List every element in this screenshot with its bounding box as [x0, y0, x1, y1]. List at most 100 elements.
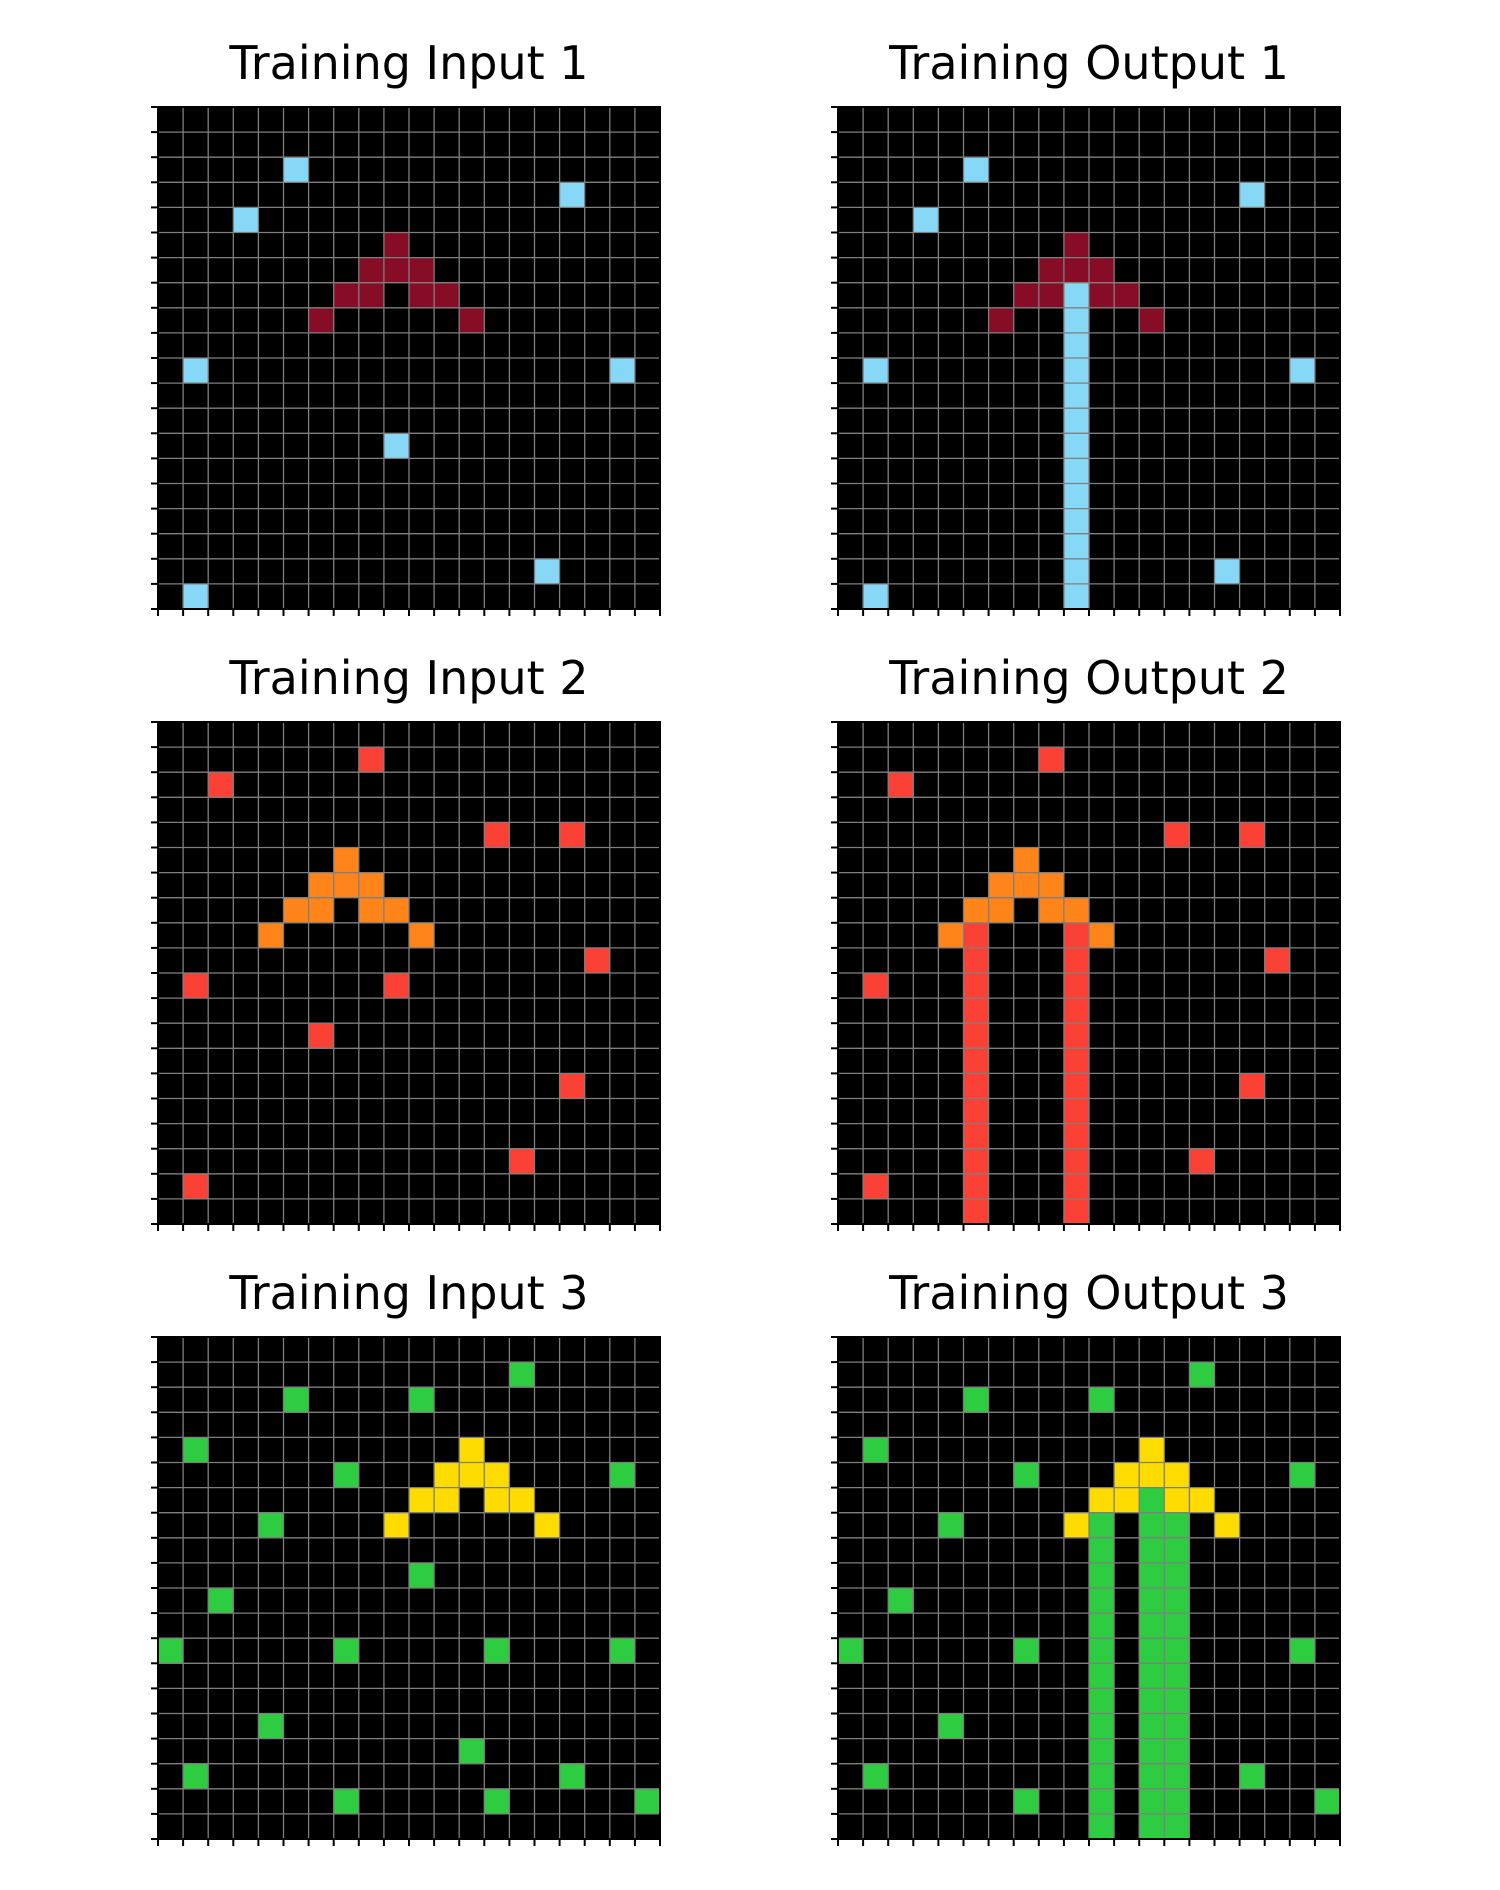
grid-cell — [1089, 1739, 1114, 1764]
grid-cell — [484, 822, 509, 847]
grid-cell — [1014, 283, 1039, 308]
grid-cell — [1240, 1764, 1265, 1789]
grid-cell — [863, 584, 888, 609]
grid-cell — [434, 1488, 459, 1513]
grid-cell — [1039, 283, 1064, 308]
grid-cell — [1039, 873, 1064, 898]
grid-cell — [1215, 559, 1240, 584]
grid-cell — [459, 1463, 484, 1488]
grid-cell — [1215, 1513, 1240, 1538]
grid-cell — [484, 1488, 509, 1513]
grid-cell — [1089, 1764, 1114, 1789]
grid-cell — [258, 923, 283, 948]
grid-cell — [334, 1463, 359, 1488]
grid-cell — [1164, 1613, 1189, 1638]
panel-title: Training Output 1 — [789, 40, 1389, 86]
grid-cell — [1114, 283, 1139, 308]
grid-cell — [384, 1513, 409, 1538]
grid-cell — [989, 873, 1014, 898]
grid-cell — [1089, 1563, 1114, 1588]
grid-cell — [1089, 283, 1114, 308]
grid-cell — [1139, 1513, 1164, 1538]
grid-cell — [1164, 1688, 1189, 1713]
grid-cell — [964, 948, 989, 973]
grid-cell — [989, 898, 1014, 923]
grid-cell — [1064, 1124, 1089, 1149]
grid-cell — [1189, 1362, 1214, 1387]
grid-cell — [964, 1099, 989, 1124]
grid-cell — [334, 283, 359, 308]
grid-cell — [1064, 408, 1089, 433]
grid-cell — [359, 873, 384, 898]
grid-cell — [359, 747, 384, 772]
grid-cell — [334, 1638, 359, 1663]
grid-cell — [1164, 1488, 1189, 1513]
grid-cell — [1164, 1638, 1189, 1663]
grid-cell — [1139, 308, 1164, 333]
grid-cell — [1240, 1073, 1265, 1098]
grid-cell — [964, 1174, 989, 1199]
panel-title: Training Input 1 — [109, 40, 709, 86]
grid-cell — [560, 822, 585, 847]
grid-cell — [284, 1387, 309, 1412]
grid — [148, 722, 670, 1244]
grid-cell — [1089, 1789, 1114, 1814]
grid-cell — [1164, 1714, 1189, 1739]
grid-cell — [1240, 182, 1265, 207]
grid-cell — [1240, 822, 1265, 847]
grid-cell — [309, 898, 334, 923]
grid-cell — [1089, 258, 1114, 283]
grid-cell — [434, 283, 459, 308]
grid-cell — [1064, 1099, 1089, 1124]
grid-cell — [1064, 1513, 1089, 1538]
grid-cell — [1064, 948, 1089, 973]
grid-cell — [1064, 509, 1089, 534]
grid-cell — [384, 898, 409, 923]
grid-cell — [964, 1048, 989, 1073]
grid-cell — [964, 1387, 989, 1412]
grid-cell — [484, 1638, 509, 1663]
grid-cell — [964, 1149, 989, 1174]
grid-cell — [459, 1739, 484, 1764]
grid-cell — [1064, 258, 1089, 283]
grid-cell — [1189, 1488, 1214, 1513]
grid-cell — [1139, 1613, 1164, 1638]
grid-cell — [1089, 1387, 1114, 1412]
grid-cell — [1164, 1563, 1189, 1588]
grid-cell — [1089, 1688, 1114, 1713]
grid-cell — [1189, 1149, 1214, 1174]
grid-cell — [183, 1437, 208, 1462]
grid-cell — [183, 1764, 208, 1789]
grid-cell — [1089, 1714, 1114, 1739]
grid-cell — [284, 898, 309, 923]
grid-cell — [1139, 1588, 1164, 1613]
grid-cell — [888, 772, 913, 797]
grid-cell — [1064, 1174, 1089, 1199]
grid-cell — [1089, 1638, 1114, 1663]
grid — [828, 722, 1350, 1244]
grid-cell — [1039, 747, 1064, 772]
grid-cell — [1089, 923, 1114, 948]
grid-cell — [1139, 1563, 1164, 1588]
grid-cell — [964, 1199, 989, 1224]
grid-cell — [409, 258, 434, 283]
grid-cell — [1064, 584, 1089, 609]
grid-cell — [1014, 873, 1039, 898]
grid-cell — [1089, 1538, 1114, 1563]
grid-cell — [610, 1463, 635, 1488]
grid-cell — [1064, 923, 1089, 948]
grid-cell — [1139, 1789, 1164, 1814]
grid-cell — [384, 433, 409, 458]
grid-cell — [1114, 1488, 1139, 1513]
grid-cell — [1315, 1789, 1340, 1814]
grid-cell — [1139, 1739, 1164, 1764]
grid-cell — [1139, 1814, 1164, 1839]
grid-cell — [384, 973, 409, 998]
grid-cell — [509, 1488, 534, 1513]
grid — [828, 1337, 1350, 1859]
grid-cell — [183, 973, 208, 998]
panel-title: Training Output 3 — [789, 1270, 1389, 1316]
grid-cell — [585, 948, 610, 973]
grid-cell — [863, 358, 888, 383]
grid-cell — [1064, 458, 1089, 483]
